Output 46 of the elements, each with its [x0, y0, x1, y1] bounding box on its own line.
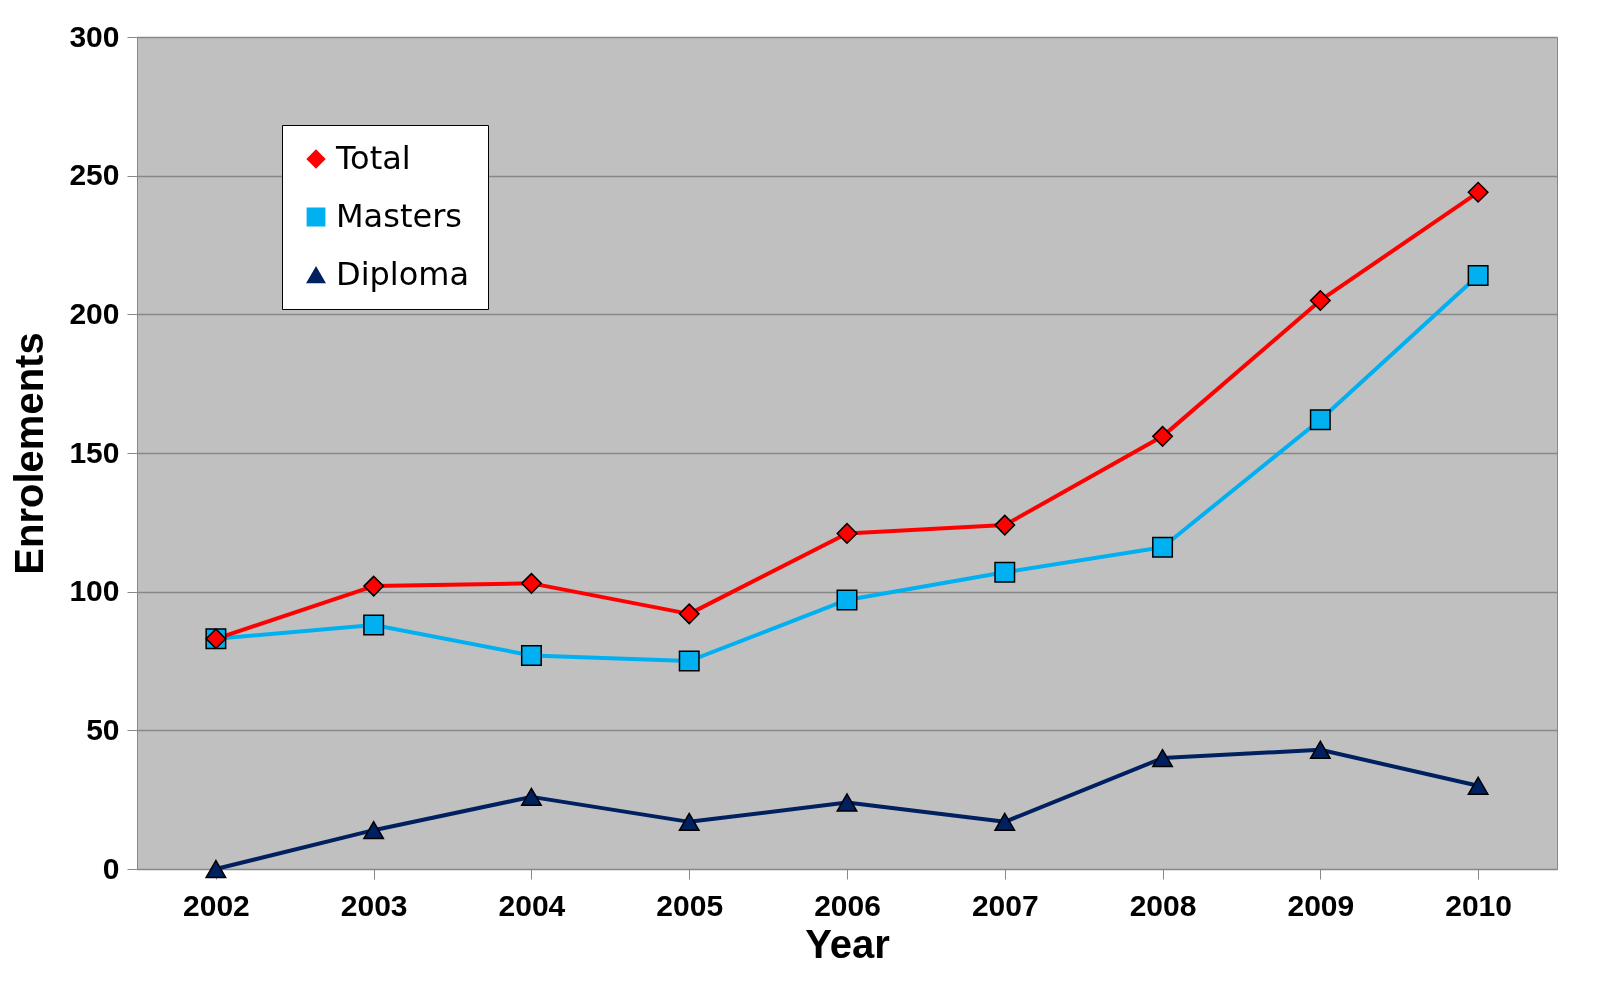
point [836, 522, 858, 544]
point [836, 589, 858, 611]
point [1467, 265, 1489, 286]
point [678, 603, 700, 625]
point [1309, 740, 1331, 759]
point [994, 812, 1016, 832]
point [1152, 536, 1174, 558]
point [520, 572, 542, 594]
point [1152, 425, 1174, 447]
point [363, 614, 385, 636]
x-tick-label: 2008 [1129, 888, 1197, 922]
x-tick-label: 2003 [340, 888, 408, 922]
point [205, 859, 227, 879]
point [994, 514, 1016, 536]
point [520, 787, 542, 807]
point [363, 575, 385, 597]
x-axis-title: Year [805, 921, 890, 966]
x-tick-label: 2005 [656, 888, 724, 922]
y-tick-label: 200 [69, 296, 120, 330]
point [836, 793, 858, 812]
point [1467, 181, 1489, 203]
legend-label: Diploma [336, 255, 470, 293]
point [678, 650, 700, 672]
point [1152, 748, 1174, 768]
y-tick-label: 50 [86, 712, 120, 746]
legend-label: Masters [336, 197, 462, 235]
x-tick-label: 2004 [498, 888, 566, 922]
point [520, 644, 542, 666]
legend-label: Total [335, 139, 411, 177]
y-axis-title: Enrolements [7, 332, 52, 575]
x-tick-label: 2007 [971, 888, 1039, 922]
point [1309, 409, 1331, 431]
x-tick-label: 2009 [1287, 888, 1355, 922]
point [678, 812, 700, 832]
y-tick-label: 300 [69, 19, 120, 53]
y-tick-label: 250 [69, 158, 120, 192]
x-tick-label: 2010 [1445, 888, 1512, 922]
point [1309, 289, 1331, 311]
x-tick-label: 2002 [183, 888, 250, 922]
y-tick-label: 0 [102, 851, 120, 885]
x-tick-label: 2006 [814, 888, 881, 922]
y-tick-label: 100 [69, 574, 120, 608]
point [1467, 776, 1489, 795]
point [363, 820, 385, 840]
y-tick-label: 150 [69, 435, 120, 469]
point [994, 561, 1016, 583]
